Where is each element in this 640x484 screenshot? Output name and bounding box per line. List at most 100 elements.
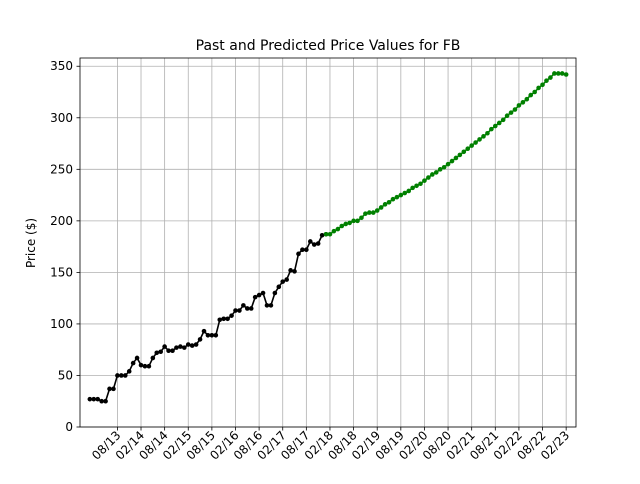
data-point xyxy=(138,362,144,368)
data-point xyxy=(130,360,136,366)
data-point xyxy=(91,396,97,402)
data-point xyxy=(245,306,250,311)
data-point xyxy=(107,386,112,392)
plot-frame xyxy=(79,57,577,428)
data-point xyxy=(264,303,270,308)
data-point xyxy=(496,120,502,126)
data-point xyxy=(225,316,230,322)
data-point xyxy=(398,192,404,198)
data-point xyxy=(248,306,254,311)
y-axis-label: Price ($) xyxy=(24,218,38,268)
data-point xyxy=(457,152,463,158)
data-point xyxy=(449,158,455,164)
data-point xyxy=(540,82,545,88)
data-point xyxy=(426,175,431,180)
data-point xyxy=(221,316,226,322)
data-point xyxy=(430,172,435,177)
data-point xyxy=(201,328,207,334)
data-point xyxy=(182,345,187,350)
y-tick-label: 0 xyxy=(65,420,73,434)
data-point xyxy=(292,269,297,274)
data-point xyxy=(508,110,514,115)
data-point xyxy=(311,242,317,247)
data-point xyxy=(418,181,423,187)
chart-title: Past and Predicted Price Values for FB xyxy=(196,38,461,54)
data-point xyxy=(406,188,412,194)
data-point xyxy=(481,134,486,139)
data-point xyxy=(441,164,447,170)
data-point xyxy=(493,123,498,129)
data-point xyxy=(410,185,415,191)
data-point xyxy=(115,373,120,378)
data-point xyxy=(500,117,506,123)
data-point xyxy=(548,75,553,80)
data-point xyxy=(193,342,199,347)
y-tick-label: 200 xyxy=(50,214,73,228)
data-point xyxy=(370,210,376,215)
data-point xyxy=(256,292,262,298)
data-point xyxy=(276,284,282,290)
data-point xyxy=(520,100,526,105)
data-point xyxy=(512,107,518,112)
data-point xyxy=(386,200,392,205)
data-point xyxy=(363,211,368,216)
data-point xyxy=(335,226,341,232)
data-point xyxy=(126,369,132,374)
data-point xyxy=(150,355,156,361)
data-point xyxy=(552,71,557,76)
data-point xyxy=(465,146,471,151)
data-point xyxy=(359,215,364,221)
data-point xyxy=(252,294,258,300)
data-point xyxy=(217,317,223,323)
y-tick-label: 150 xyxy=(50,265,73,279)
data-point xyxy=(209,332,215,338)
data-point xyxy=(367,210,372,215)
data-point xyxy=(347,220,352,226)
data-point xyxy=(532,89,537,95)
data-point xyxy=(524,96,530,102)
data-point xyxy=(162,344,167,349)
data-point xyxy=(378,205,384,210)
data-point xyxy=(197,337,203,342)
data-point xyxy=(241,303,246,308)
data-point xyxy=(390,196,396,202)
data-point xyxy=(422,178,427,183)
data-point xyxy=(272,290,278,296)
y-tick-label: 100 xyxy=(50,317,73,331)
data-point xyxy=(528,92,534,98)
data-point xyxy=(536,85,541,91)
data-point xyxy=(185,342,191,347)
data-point xyxy=(351,218,356,224)
data-point xyxy=(433,170,439,175)
data-point xyxy=(158,349,163,355)
data-point xyxy=(437,167,443,172)
data-point xyxy=(237,308,242,313)
data-point xyxy=(307,239,313,244)
data-point xyxy=(233,308,238,313)
data-point xyxy=(111,386,116,392)
data-point xyxy=(229,313,234,318)
data-point xyxy=(374,208,380,213)
data-point xyxy=(99,398,104,404)
data-point xyxy=(260,290,266,296)
data-point xyxy=(119,373,124,378)
y-tick-label: 50 xyxy=(58,368,73,382)
data-point xyxy=(323,231,329,237)
data-point xyxy=(559,71,565,76)
y-tick-label: 250 xyxy=(50,162,73,176)
data-point xyxy=(166,348,171,354)
data-point xyxy=(288,268,293,273)
data-point xyxy=(489,126,494,132)
data-point xyxy=(315,241,321,246)
data-point xyxy=(343,221,349,227)
data-point xyxy=(477,137,482,142)
data-point xyxy=(504,113,510,119)
data-point xyxy=(563,72,569,77)
data-point xyxy=(280,279,286,284)
data-point xyxy=(300,247,305,253)
data-point xyxy=(544,78,549,83)
data-point xyxy=(339,223,345,229)
data-point xyxy=(402,190,408,196)
data-point xyxy=(319,232,325,238)
